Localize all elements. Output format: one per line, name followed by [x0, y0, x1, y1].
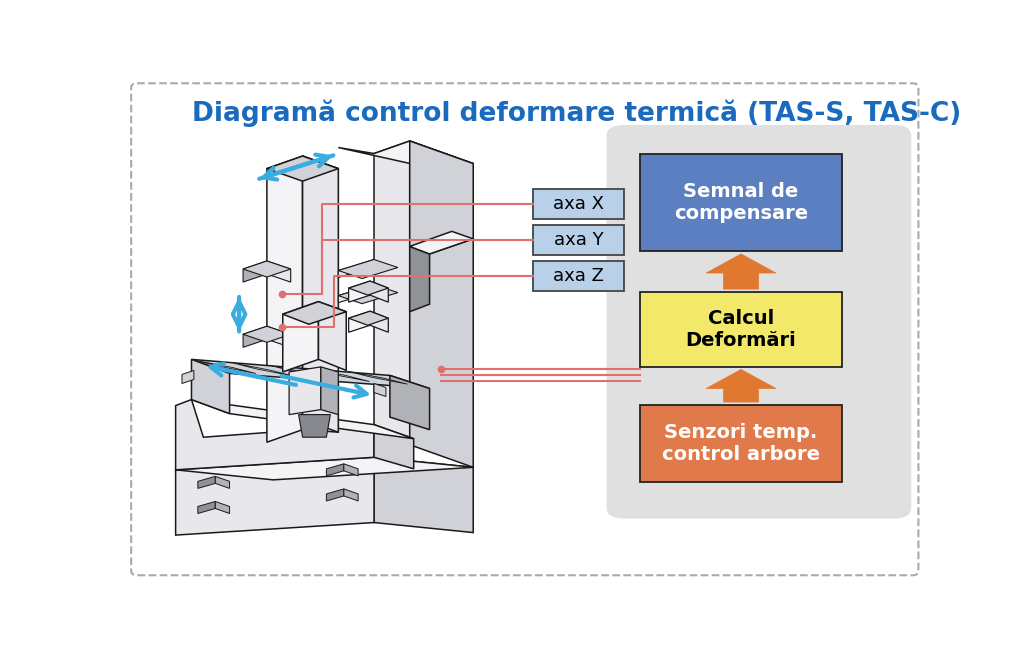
Polygon shape — [267, 156, 303, 442]
Polygon shape — [243, 326, 267, 348]
Polygon shape — [267, 261, 291, 282]
Polygon shape — [318, 302, 346, 370]
FancyBboxPatch shape — [532, 225, 624, 255]
Polygon shape — [348, 311, 370, 333]
FancyBboxPatch shape — [532, 188, 624, 219]
Polygon shape — [233, 363, 294, 376]
Polygon shape — [410, 141, 473, 254]
Polygon shape — [338, 259, 397, 278]
Polygon shape — [338, 259, 374, 278]
Polygon shape — [215, 501, 229, 514]
Polygon shape — [283, 302, 318, 372]
Polygon shape — [196, 361, 256, 374]
Polygon shape — [283, 302, 346, 324]
FancyBboxPatch shape — [640, 153, 842, 252]
FancyBboxPatch shape — [532, 261, 624, 291]
Text: axa Z: axa Z — [553, 267, 604, 285]
Polygon shape — [344, 489, 358, 501]
Polygon shape — [327, 464, 344, 476]
Polygon shape — [309, 368, 370, 381]
Polygon shape — [198, 501, 215, 514]
Polygon shape — [191, 400, 414, 439]
Polygon shape — [374, 424, 414, 469]
Polygon shape — [321, 367, 338, 415]
Polygon shape — [338, 284, 397, 304]
Polygon shape — [348, 281, 370, 302]
Polygon shape — [176, 457, 473, 480]
Polygon shape — [243, 261, 267, 282]
Polygon shape — [243, 326, 291, 342]
Polygon shape — [289, 367, 321, 415]
Polygon shape — [182, 370, 194, 383]
Polygon shape — [707, 370, 776, 402]
Polygon shape — [338, 141, 473, 170]
Polygon shape — [347, 371, 408, 384]
Polygon shape — [410, 231, 473, 254]
Text: Senzori temp.
control arbore: Senzori temp. control arbore — [663, 423, 820, 464]
Text: axa Y: axa Y — [554, 231, 603, 249]
FancyBboxPatch shape — [606, 125, 911, 518]
Polygon shape — [176, 400, 374, 470]
Polygon shape — [215, 477, 229, 488]
Polygon shape — [303, 156, 338, 432]
Polygon shape — [410, 246, 430, 312]
Polygon shape — [370, 281, 388, 302]
Polygon shape — [374, 457, 473, 533]
Polygon shape — [370, 311, 388, 333]
Polygon shape — [390, 376, 430, 430]
Text: Calcul
Deformări: Calcul Deformări — [686, 309, 797, 349]
Polygon shape — [348, 311, 388, 325]
Polygon shape — [303, 156, 338, 432]
Polygon shape — [410, 141, 473, 467]
Polygon shape — [176, 457, 374, 535]
Text: axa X: axa X — [553, 195, 604, 213]
Polygon shape — [348, 281, 388, 295]
Polygon shape — [338, 284, 374, 303]
Polygon shape — [374, 141, 410, 457]
Text: Semnal de
compensare: Semnal de compensare — [674, 182, 808, 223]
FancyBboxPatch shape — [640, 291, 842, 367]
Polygon shape — [191, 359, 229, 413]
Polygon shape — [243, 261, 291, 277]
Polygon shape — [327, 489, 344, 501]
FancyBboxPatch shape — [131, 83, 919, 575]
FancyBboxPatch shape — [640, 404, 842, 482]
Polygon shape — [191, 359, 430, 389]
Polygon shape — [271, 366, 332, 379]
Polygon shape — [344, 464, 358, 476]
Polygon shape — [299, 415, 331, 437]
Text: Diagramă control deformare termică (TAS-S, TAS-C): Diagramă control deformare termică (TAS-… — [191, 100, 961, 127]
Polygon shape — [267, 326, 291, 348]
Polygon shape — [267, 156, 338, 181]
Polygon shape — [707, 254, 776, 289]
Polygon shape — [374, 383, 386, 396]
Polygon shape — [198, 477, 215, 488]
